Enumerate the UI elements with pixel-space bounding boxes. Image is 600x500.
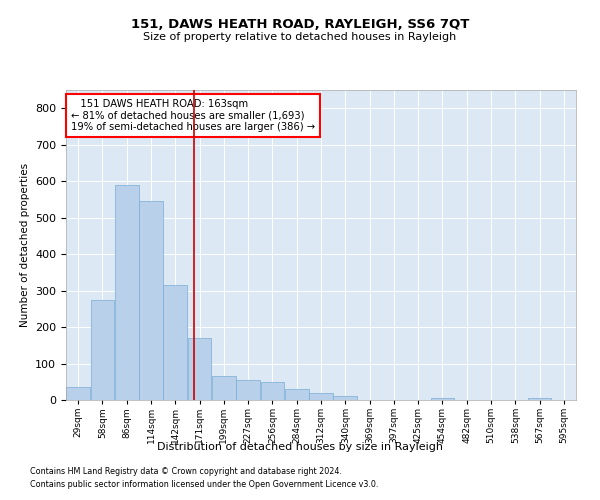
Bar [188,338,211,400]
Text: Contains HM Land Registry data © Crown copyright and database right 2024.: Contains HM Land Registry data © Crown c… [30,467,342,476]
Bar [309,394,333,400]
Bar [66,387,90,400]
Text: 151 DAWS HEATH ROAD: 163sqm
← 81% of detached houses are smaller (1,693)
19% of : 151 DAWS HEATH ROAD: 163sqm ← 81% of det… [71,100,315,132]
Bar [139,201,163,400]
Bar [91,300,115,400]
Bar [334,396,357,400]
Text: Distribution of detached houses by size in Rayleigh: Distribution of detached houses by size … [157,442,443,452]
Bar [285,389,308,400]
Bar [527,398,551,400]
Text: Contains public sector information licensed under the Open Government Licence v3: Contains public sector information licen… [30,480,379,489]
Bar [260,382,284,400]
Text: Size of property relative to detached houses in Rayleigh: Size of property relative to detached ho… [143,32,457,42]
Bar [431,398,454,400]
Bar [212,376,236,400]
Text: 151, DAWS HEATH ROAD, RAYLEIGH, SS6 7QT: 151, DAWS HEATH ROAD, RAYLEIGH, SS6 7QT [131,18,469,30]
Y-axis label: Number of detached properties: Number of detached properties [20,163,29,327]
Bar [163,285,187,400]
Bar [115,185,139,400]
Bar [236,380,260,400]
